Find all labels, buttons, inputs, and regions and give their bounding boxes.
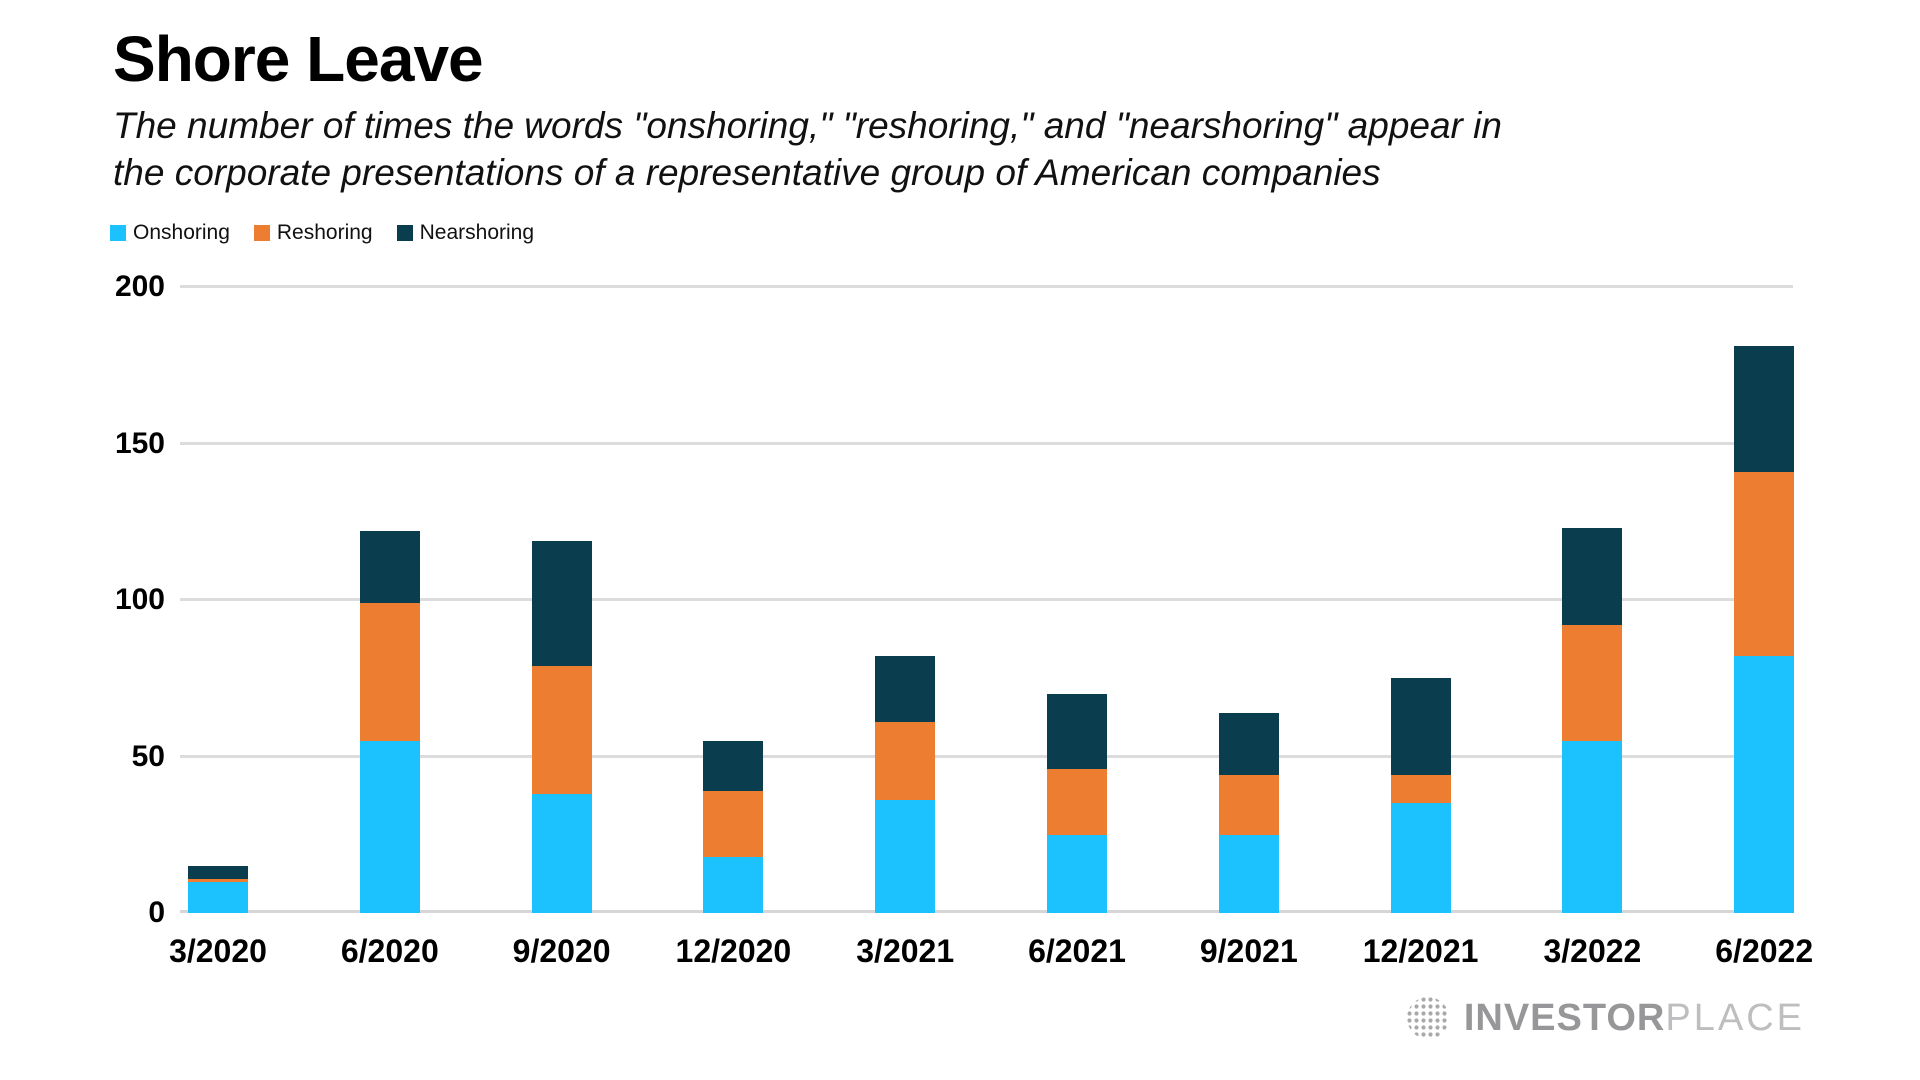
footer-logo-investor: INVESTOR [1463, 996, 1666, 1039]
bar-segment-nearshoring-3-2022 [1562, 528, 1623, 626]
legend-swatch-icon [396, 225, 413, 241]
bar-segment-reshoring-12-2020 [703, 790, 764, 857]
bar-segment-onshoring-3-2021 [875, 800, 936, 913]
x-axis-tick-label-12-2021: 12/2021 [1362, 933, 1479, 969]
bar-segment-nearshoring-3-2020 [188, 866, 248, 879]
chart-title: Shore Leave [113, 23, 484, 95]
bar-6-2020 [359, 531, 420, 913]
x-axis-tick-label-3-2022: 3/2022 [1543, 933, 1642, 969]
x-axis-tick-label-6-2020: 6/2020 [340, 933, 439, 969]
plot-area [180, 285, 1795, 913]
legend-label: Nearshoring [419, 221, 535, 244]
legend-label: Reshoring [276, 221, 373, 244]
bar-segment-reshoring-12-2021 [1390, 775, 1451, 804]
x-axis-baseline [180, 910, 1793, 913]
footer-logo: INVESTORPLACE [1406, 996, 1805, 1040]
footer-logo-text: INVESTORPLACE [1464, 997, 1805, 1040]
bar-segment-nearshoring-6-2021 [1047, 693, 1107, 770]
bar-segment-nearshoring-6-2022 [1734, 346, 1795, 472]
x-axis-tick-label-9-2021: 9/2021 [1199, 933, 1298, 969]
legend-item-reshoring: Reshoring [253, 221, 373, 245]
footer-logo-place: PLACE [1665, 996, 1805, 1039]
y-axis-tick-label-0: 0 [148, 896, 165, 929]
bar-segment-nearshoring-3-2021 [875, 656, 936, 723]
x-axis-tick-label-12-2020: 12/2020 [675, 933, 792, 969]
legend-swatch-icon [110, 225, 126, 241]
chart-subtitle: The number of times the words "onshoring… [113, 105, 1502, 193]
y-axis-tick-label-50: 50 [131, 739, 165, 773]
bar-segment-onshoring-3-2022 [1562, 740, 1623, 913]
bar-3-2020 [188, 866, 248, 913]
bar-segment-nearshoring-6-2020 [359, 531, 420, 604]
chart-area: 0 50 100 150 200 [0, 270, 1920, 929]
bar-6-2021 [1047, 693, 1107, 913]
x-axis-tick-label-6-2022: 6/2022 [1715, 933, 1814, 969]
bar-segment-nearshoring-9-2021 [1218, 712, 1279, 776]
bar-segment-onshoring-9-2021 [1218, 834, 1279, 913]
bar-segment-reshoring-3-2021 [875, 722, 936, 801]
legend: Onshoring Reshoring Nearshoring [110, 221, 534, 245]
x-axis-tick-label-3-2021: 3/2021 [856, 933, 955, 969]
gridline-y50 [180, 754, 1793, 758]
legend-item-nearshoring: Nearshoring [396, 221, 535, 245]
gridline-y150 [180, 441, 1793, 445]
bar-segment-reshoring-9-2021 [1218, 775, 1279, 835]
bar-segment-reshoring-9-2020 [531, 665, 592, 795]
bar-3-2022 [1562, 528, 1623, 913]
bar-9-2020 [531, 540, 592, 913]
x-axis: 3/2020 6/2020 9/2020 12/2020 3/2021 6/2021 9/2… [169, 933, 1813, 983]
y-axis-tick-label-100: 100 [114, 583, 165, 616]
investorplace-globe-icon [1406, 997, 1449, 1039]
bar-segment-onshoring-3-2020 [188, 881, 248, 913]
bar-3-2021 [875, 656, 936, 913]
y-axis-tick-label-150: 150 [114, 426, 165, 460]
bar-segment-reshoring-6-2020 [359, 603, 420, 741]
bar-segment-nearshoring-12-2020 [703, 740, 764, 791]
bar-segment-reshoring-6-2022 [1734, 471, 1795, 657]
legend-label: Onshoring [133, 221, 230, 244]
bar-9-2021 [1218, 712, 1279, 913]
bar-6-2022 [1734, 346, 1795, 913]
x-axis-tick-label-3-2020: 3/2020 [169, 933, 267, 969]
bar-segment-reshoring-6-2021 [1047, 769, 1107, 835]
legend-swatch-icon [253, 225, 270, 241]
legend-item-onshoring: Onshoring [110, 221, 230, 245]
gridline-y100 [180, 598, 1793, 601]
x-axis-tick-label-6-2021: 6/2021 [1028, 933, 1126, 969]
bar-segment-onshoring-12-2021 [1390, 803, 1451, 913]
bar-segment-onshoring-6-2022 [1734, 656, 1795, 913]
bar-segment-onshoring-6-2020 [359, 740, 420, 913]
bar-segment-nearshoring-12-2021 [1390, 678, 1451, 776]
bar-segment-onshoring-12-2020 [703, 856, 764, 913]
bar-segment-onshoring-6-2021 [1047, 834, 1107, 913]
bar-segment-nearshoring-9-2020 [531, 540, 592, 666]
bar-12-2021 [1390, 678, 1451, 913]
x-axis-tick-label-9-2020: 9/2020 [512, 933, 611, 969]
bar-segment-reshoring-3-2022 [1562, 625, 1623, 741]
bar-segment-reshoring-3-2020 [188, 878, 248, 882]
bar-segment-onshoring-9-2020 [531, 794, 592, 913]
y-axis-tick-label-200: 200 [114, 270, 165, 303]
bar-12-2020 [703, 740, 764, 913]
gridline-y200 [180, 285, 1793, 288]
